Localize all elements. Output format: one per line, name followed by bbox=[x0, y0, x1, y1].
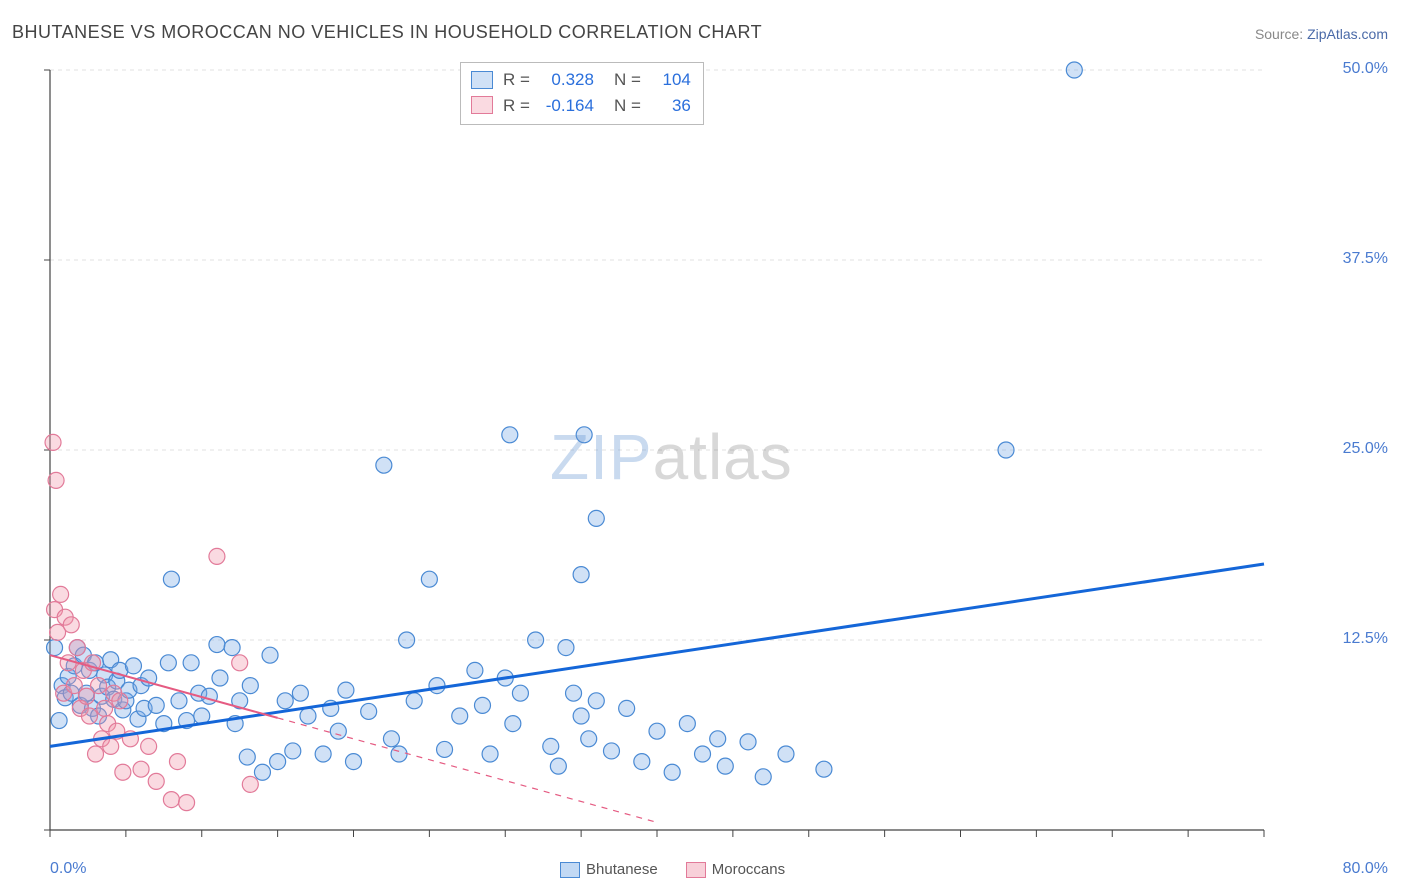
legend-swatch bbox=[471, 71, 493, 89]
legend-swatch bbox=[471, 96, 493, 114]
n-value: 36 bbox=[651, 93, 691, 119]
n-value: 104 bbox=[651, 67, 691, 93]
r-value: -0.164 bbox=[540, 93, 594, 119]
n-label: N = bbox=[614, 93, 641, 119]
chart-area: No Vehicles in Household bbox=[12, 50, 1394, 880]
y-tick-label: 25.0% bbox=[1343, 440, 1388, 458]
r-label: R = bbox=[503, 67, 530, 93]
legend-label: Moroccans bbox=[712, 861, 785, 878]
correlation-legend: R = 0.328 N = 104 R = -0.164 N = 36 bbox=[460, 62, 704, 125]
scatter-chart bbox=[12, 50, 1394, 880]
series-legend: Bhutanese Moroccans bbox=[560, 861, 813, 878]
y-tick-label: 37.5% bbox=[1343, 250, 1388, 268]
legend-item: Bhutanese bbox=[560, 861, 658, 878]
n-label: N = bbox=[614, 67, 641, 93]
y-tick-label: 50.0% bbox=[1343, 60, 1388, 78]
correlation-row: R = 0.328 N = 104 bbox=[471, 67, 691, 93]
y-tick-label: 12.5% bbox=[1343, 630, 1388, 648]
source-attribution: Source: ZipAtlas.com bbox=[1255, 26, 1388, 42]
legend-label: Bhutanese bbox=[586, 861, 658, 878]
correlation-row: R = -0.164 N = 36 bbox=[471, 93, 691, 119]
legend-swatch bbox=[686, 862, 706, 878]
r-label: R = bbox=[503, 93, 530, 119]
x-axis-min-label: 0.0% bbox=[50, 860, 86, 878]
r-value: 0.328 bbox=[540, 67, 594, 93]
legend-item: Moroccans bbox=[686, 861, 785, 878]
x-axis-max-label: 80.0% bbox=[1343, 860, 1388, 878]
source-link[interactable]: ZipAtlas.com bbox=[1307, 26, 1388, 42]
legend-swatch bbox=[560, 862, 580, 878]
source-prefix: Source: bbox=[1255, 26, 1307, 42]
chart-title: BHUTANESE VS MOROCCAN NO VEHICLES IN HOU… bbox=[12, 22, 762, 43]
